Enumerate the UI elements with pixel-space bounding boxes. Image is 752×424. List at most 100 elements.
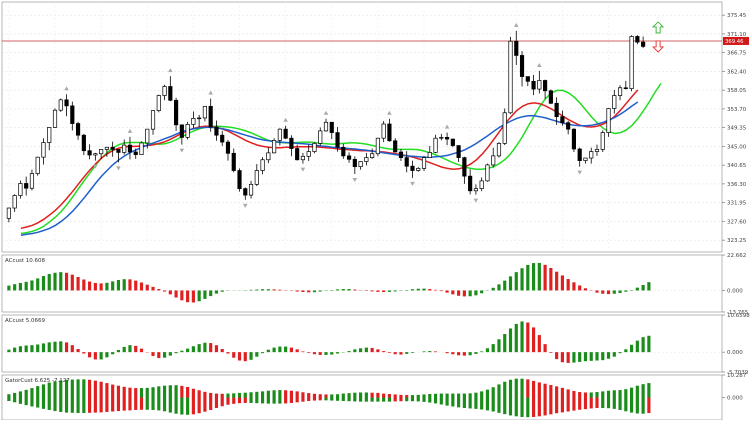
- candle: [300, 152, 306, 164]
- candle: [231, 148, 236, 173]
- candle: [525, 76, 530, 87]
- candle: [462, 156, 467, 184]
- candle: [370, 148, 375, 159]
- candle: [260, 157, 265, 175]
- candle-body: [318, 130, 323, 144]
- candle: [225, 139, 231, 161]
- candle: [87, 144, 92, 160]
- candle: [341, 143, 346, 159]
- candle: [323, 118, 329, 132]
- candle: [272, 138, 277, 154]
- osc-tick-label: 22.662: [727, 253, 746, 259]
- candle-body: [237, 170, 242, 189]
- price-tick-label: 358.05: [727, 88, 747, 94]
- candle-body: [496, 143, 502, 157]
- candle-body: [306, 151, 311, 157]
- candle: [404, 151, 409, 173]
- candle-body: [427, 152, 432, 158]
- ma-line-blue: [20, 101, 639, 236]
- candle-body: [543, 80, 548, 92]
- candle: [162, 84, 167, 101]
- panel-frame-1: [1, 254, 723, 313]
- candle-body: [35, 156, 40, 174]
- candle-body: [197, 117, 202, 120]
- candle-body: [612, 95, 617, 109]
- candle-body: [404, 157, 409, 167]
- candle-body: [450, 138, 455, 146]
- osc-tick-label: -13.765: [727, 310, 749, 316]
- candle-body: [583, 157, 588, 161]
- fractal-down-marker: [116, 166, 121, 171]
- fractal-down-marker: [93, 164, 98, 169]
- fractal-up-marker: [168, 68, 173, 73]
- candle: [416, 167, 421, 172]
- candle-body: [537, 80, 542, 90]
- candle: [508, 36, 513, 115]
- candle-body: [416, 168, 421, 171]
- candle: [421, 155, 427, 171]
- price-tick-label: 323.25: [727, 238, 747, 244]
- candle: [122, 139, 127, 155]
- candle-body: [473, 188, 478, 192]
- candle-body: [208, 105, 213, 128]
- fractal-up-marker: [444, 124, 450, 129]
- candle: [560, 110, 565, 126]
- candle-body: [566, 122, 571, 130]
- candle: [18, 180, 23, 199]
- candle-body: [122, 144, 127, 153]
- candle: [583, 157, 588, 164]
- candle-body: [525, 76, 530, 82]
- candle: [543, 79, 548, 99]
- candle: [93, 152, 98, 161]
- gator-label: GatorCust 6.625 -7.127: [5, 378, 70, 384]
- candle-body: [75, 123, 81, 136]
- candle: [237, 168, 242, 192]
- candle-body: [289, 137, 294, 149]
- candle: [52, 108, 58, 128]
- candle-body: [375, 137, 380, 155]
- candle: [133, 148, 138, 159]
- panel-frame-0: [1, 1, 723, 253]
- candle-body: [29, 173, 35, 189]
- gator-tick-label: 10.287: [727, 373, 747, 379]
- candle: [393, 138, 398, 153]
- candle-body: [462, 157, 467, 177]
- candle-body: [589, 151, 594, 159]
- candle-body: [485, 164, 490, 182]
- candle-body: [479, 180, 484, 189]
- candle: [312, 142, 317, 154]
- candle-body: [456, 145, 461, 158]
- candle-body: [110, 146, 115, 150]
- candle: [197, 114, 202, 127]
- candle: [150, 110, 156, 135]
- candle-body: [300, 155, 306, 161]
- candle-body: [272, 140, 277, 154]
- candle-body: [156, 95, 161, 111]
- candle-body: [127, 144, 133, 153]
- candle: [289, 135, 294, 157]
- candle-body: [191, 118, 196, 125]
- candle-body: [381, 123, 386, 139]
- candle: [75, 121, 81, 140]
- candle: [571, 128, 577, 152]
- candle-body: [346, 155, 352, 160]
- candle: [266, 147, 271, 164]
- candle-body: [508, 40, 513, 114]
- candle: [81, 133, 86, 156]
- candle: [29, 169, 35, 191]
- price-tick-label: 371.10: [727, 32, 747, 38]
- candle: [427, 145, 432, 159]
- candle-body: [12, 195, 17, 209]
- candle: [600, 130, 605, 152]
- candle-body: [260, 159, 265, 171]
- price-tick-label: 345.00: [727, 144, 747, 150]
- candle-body: [214, 126, 219, 136]
- candle-body: [398, 151, 404, 158]
- candle: [145, 128, 150, 149]
- candle: [346, 152, 352, 163]
- candle-body: [70, 105, 75, 124]
- candle: [445, 132, 450, 146]
- candle: [191, 111, 196, 129]
- osc-label: ACcust 10.608: [5, 258, 46, 264]
- candle-body: [617, 87, 623, 96]
